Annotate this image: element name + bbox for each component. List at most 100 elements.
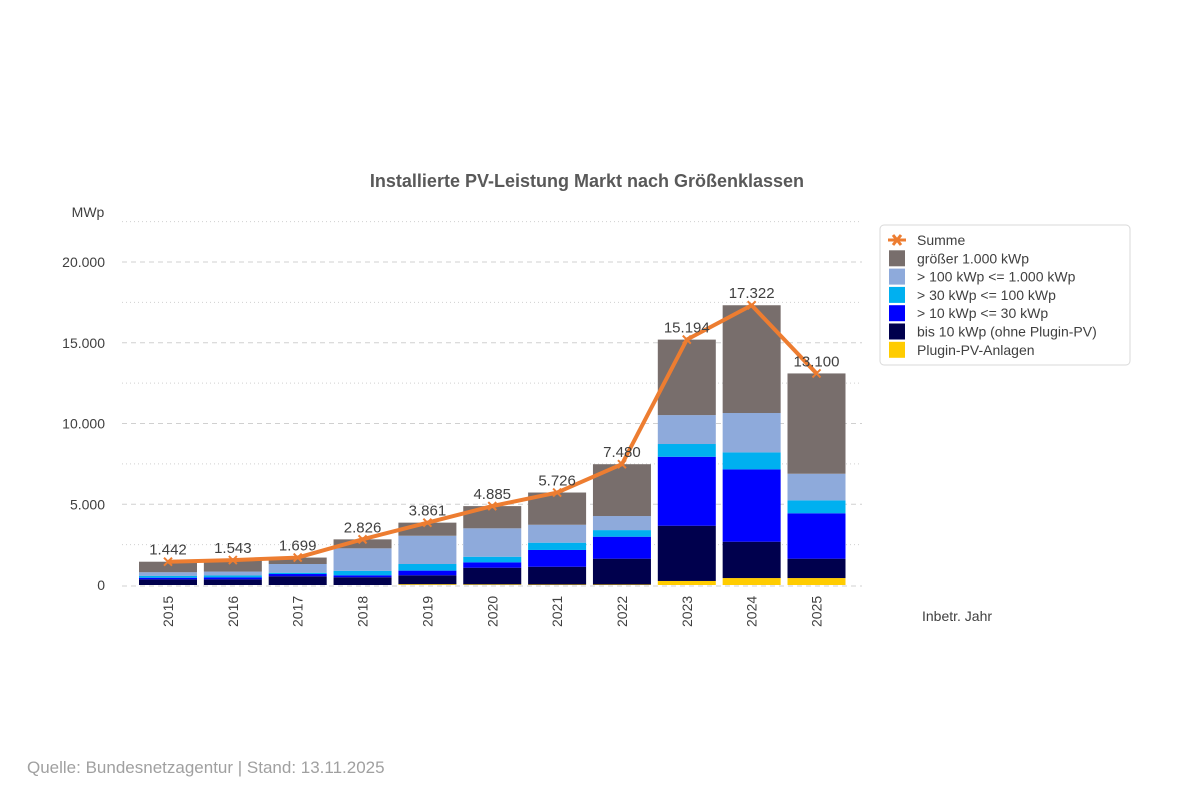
bar-segment (463, 528, 522, 557)
bar-segment (333, 577, 392, 585)
bar-segment (657, 456, 716, 526)
bar-segment (139, 561, 197, 573)
x-tick-label: 2015 (160, 596, 176, 627)
legend-swatch (889, 323, 905, 340)
x-tick-label: 2025 (809, 596, 825, 627)
sum-marker (228, 555, 238, 565)
sum-marker (682, 334, 692, 345)
bar-segment (268, 557, 327, 565)
bar-segment (657, 444, 716, 457)
x-tick-label: 2021 (549, 596, 565, 627)
y-axis-label: MWp (72, 204, 105, 220)
bar-segment (139, 575, 197, 578)
legend-box (879, 224, 1131, 366)
bar-segment (528, 566, 587, 585)
legend-label: > 30 kWp <= 100 kWp (917, 287, 1056, 303)
legend-marker-icon (891, 234, 903, 246)
bar-segment (398, 575, 457, 585)
data-label: 2.826 (344, 519, 382, 536)
bar-segment (592, 558, 651, 585)
legend-label: Summe (917, 232, 965, 248)
x-tick-label: 2022 (614, 596, 630, 627)
bar-segment (787, 558, 846, 579)
legend-label: > 10 kWp <= 30 kWp (917, 305, 1048, 321)
data-label: 4.885 (473, 486, 511, 503)
bar-segment (722, 578, 781, 585)
y-tick-label: 0 (97, 577, 105, 593)
x-tick-label: 2020 (484, 596, 500, 627)
bar-segment (722, 452, 781, 470)
sum-marker (292, 552, 303, 563)
bar-segment (463, 567, 522, 585)
bar-segment (722, 413, 781, 453)
bar-segment (203, 577, 262, 580)
bar-segment (787, 513, 846, 559)
bar-segment (139, 579, 197, 585)
data-label: 3.861 (409, 503, 447, 520)
bar-segment (398, 584, 457, 585)
data-label: 17.322 (729, 285, 775, 302)
data-label: 1.442 (149, 542, 187, 559)
legend-label: größer 1.000 kWp (917, 250, 1029, 266)
bar-segment (722, 541, 781, 579)
bar-segment (463, 556, 522, 563)
bar-segment (268, 576, 327, 585)
legend-swatch (889, 341, 905, 358)
bar-segment (787, 473, 846, 501)
data-label: 5.726 (538, 473, 576, 490)
sum-marker (357, 534, 368, 545)
legend-label: > 100 kWp <= 1.000 kWp (917, 269, 1076, 285)
chart-title: Installierte PV-Leistung Markt nach Größ… (370, 171, 804, 191)
bar-segment (333, 575, 392, 578)
bar-segment (528, 542, 587, 550)
bar-segment (398, 570, 457, 576)
data-label: 13.100 (794, 353, 840, 370)
sum-marker (746, 300, 757, 310)
bar-segment (787, 373, 846, 474)
sum-marker (163, 557, 173, 567)
data-label: 1.699 (279, 538, 317, 555)
bar-segment (139, 572, 197, 576)
legend-swatch (889, 268, 905, 285)
bar-segment (722, 305, 781, 414)
bar-segment (398, 535, 457, 565)
bar-segment (333, 539, 392, 549)
legend-swatch (889, 305, 905, 322)
data-label: 7.480 (603, 444, 641, 461)
bar-segment (139, 577, 197, 580)
data-label: 1.543 (214, 540, 252, 557)
x-tick-label: 2019 (419, 596, 435, 627)
bar-segment (333, 548, 392, 571)
sum-marker (811, 368, 822, 379)
sum-marker (422, 517, 433, 528)
bar-segment (787, 500, 846, 514)
bar-segment (592, 536, 651, 559)
data-label: 15.194 (664, 320, 710, 337)
bar-segment (268, 574, 327, 577)
legend-swatch (889, 286, 905, 303)
bar-segment (463, 562, 522, 568)
bar-segment (657, 415, 716, 445)
bar-segment (528, 524, 587, 543)
x-tick-label: 2024 (744, 596, 760, 627)
bar-segment (592, 530, 651, 537)
y-tick-label: 5.000 (70, 496, 105, 512)
bar-segment (203, 560, 262, 572)
x-tick-label: 2018 (355, 596, 371, 627)
y-tick-label: 20.000 (62, 254, 105, 270)
source-footer: Quelle: Bundesnetzagentur | Stand: 13.11… (27, 758, 385, 777)
bar-segment (268, 564, 327, 573)
y-tick-label: 10.000 (62, 416, 105, 432)
x-axis-label: Inbetr. Jahr (922, 608, 992, 624)
x-tick-label: 2017 (290, 596, 306, 627)
sum-marker (552, 487, 562, 498)
x-tick-label: 2016 (225, 596, 241, 627)
sum-marker (617, 459, 627, 469)
legend-swatch (889, 250, 905, 267)
bar-segment (787, 578, 846, 585)
bar-segment (268, 572, 327, 575)
sum-marker (487, 501, 497, 511)
bar-segment (657, 525, 716, 581)
